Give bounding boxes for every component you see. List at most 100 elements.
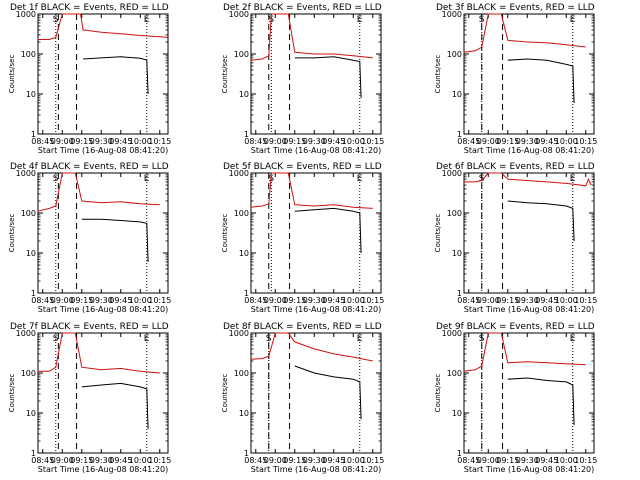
x-tick-label: 10:15 [574,296,597,305]
y-tick-label: 100 [447,209,462,218]
chart-panel: Det 1f BLACK = Events, RED = LLD08:4509:… [8,3,171,155]
plot-frame [463,332,595,454]
x-tick-label: 10:15 [148,296,171,305]
x-tick-label: 09:30 [90,456,113,465]
x-tick-label: 09:30 [303,296,326,305]
x-tick-label: 10:00 [129,137,152,146]
chart-panel: Det 6f BLACK = Events, RED = LLD08:4509:… [434,162,597,314]
x-tick-label: 09:15 [283,456,306,465]
x-tick-label: 08:45 [244,296,267,305]
y-tick-label: 100 [21,209,36,218]
plot-frame [250,172,382,294]
lld-series-line [37,332,160,374]
e-marker-label: E [570,15,576,25]
y-tick-label: 100 [234,50,249,59]
chart-panel: Det 4f BLACK = Events, RED = LLD08:4509:… [8,162,171,314]
chart-title: Det 5f BLACK = Events, RED = LLD [223,162,382,172]
x-tick-label: 09:00 [51,137,74,146]
chart-panel: Det 7f BLACK = Events, RED = LLD08:4509:… [8,322,171,474]
events-series-line [507,200,575,242]
y-tick-label: 1000 [229,329,249,338]
e-marker-label: E [357,334,363,344]
y-tick-label: 100 [447,369,462,378]
x-tick-label: 09:45 [322,296,345,305]
x-tick-label: 09:00 [51,296,74,305]
e-marker-label: E [144,174,150,184]
y-tick-label: 1000 [16,329,36,338]
plot-frame [250,13,382,135]
x-tick-label: 09:00 [264,456,287,465]
x-tick-label: 10:15 [574,456,597,465]
y-axis-label: Counts/sec [8,374,16,413]
chart-title: Det 1f BLACK = Events, RED = LLD [10,3,169,13]
x-tick-label: 08:45 [457,137,480,146]
x-tick-label: 09:15 [283,296,306,305]
y-tick-label: 1 [244,289,249,298]
lld-series-line [463,332,586,372]
chart-panel: Det 5f BLACK = Events, RED = LLD08:4509:… [221,162,384,314]
x-tick-label: 09:30 [303,137,326,146]
x-tick-label: 10:15 [361,456,384,465]
y-tick-label: 1 [31,130,36,139]
chart-panel: Det 3f BLACK = Events, RED = LLD08:4509:… [434,3,597,155]
y-axis-label: Counts/sec [221,55,229,94]
lld-series-line [250,332,373,362]
y-tick-label: 100 [447,50,462,59]
y-axis-label: Counts/sec [434,55,442,94]
y-tick-label: 1000 [16,10,36,19]
s-marker-label: S [53,15,59,25]
x-tick-label: 09:00 [477,456,500,465]
lld-series-line [250,172,373,209]
x-tick-label: 09:00 [477,296,500,305]
chart-title: Det 9f BLACK = Events, RED = LLD [436,322,595,332]
events-series-line [81,382,149,429]
x-axis-label: Start Time (16-Aug-08 08:41:20) [251,465,382,474]
y-tick-label: 10 [26,409,36,418]
y-tick-label: 10 [26,90,36,99]
e-marker-label: E [357,15,363,25]
x-tick-label: 09:30 [90,296,113,305]
x-tick-label: 09:00 [264,296,287,305]
x-axis-label: Start Time (16-Aug-08 08:41:20) [464,465,595,474]
s-marker-label: S [266,334,272,344]
events-series-line [507,58,575,103]
x-tick-label: 09:30 [303,456,326,465]
s-marker-label: S [479,174,485,184]
x-tick-label: 10:15 [148,137,171,146]
y-tick-label: 1 [244,449,249,458]
chart-title: Det 3f BLACK = Events, RED = LLD [436,3,595,13]
x-tick-label: 10:00 [129,296,152,305]
y-tick-label: 1 [244,130,249,139]
x-tick-label: 09:15 [70,456,93,465]
x-axis-label: Start Time (16-Aug-08 08:41:20) [38,465,169,474]
x-tick-label: 10:00 [129,456,152,465]
x-tick-label: 09:45 [535,137,558,146]
chart-title: Det 2f BLACK = Events, RED = LLD [223,3,382,13]
x-tick-label: 09:45 [322,456,345,465]
x-tick-label: 09:45 [535,296,558,305]
x-tick-label: 09:15 [70,296,93,305]
x-tick-label: 10:00 [555,137,578,146]
y-tick-label: 10 [452,409,462,418]
s-marker-label: S [53,174,59,184]
chart-title: Det 8f BLACK = Events, RED = LLD [223,322,382,332]
lld-series-line [37,172,160,212]
y-tick-label: 1 [457,289,462,298]
y-tick-label: 100 [21,369,36,378]
events-series-line [507,377,575,426]
x-tick-label: 10:00 [342,456,365,465]
y-tick-label: 10 [239,90,249,99]
e-marker-label: E [570,334,576,344]
plot-frame [463,172,595,294]
y-tick-label: 1000 [16,169,36,178]
y-tick-label: 1000 [229,10,249,19]
x-tick-label: 10:15 [148,456,171,465]
events-series-line [83,56,149,95]
y-tick-label: 10 [239,249,249,258]
y-tick-label: 100 [234,369,249,378]
x-tick-label: 09:00 [477,137,500,146]
y-axis-label: Counts/sec [221,374,229,413]
plot-frame [250,332,382,454]
x-axis-label: Start Time (16-Aug-08 08:41:20) [38,146,169,155]
